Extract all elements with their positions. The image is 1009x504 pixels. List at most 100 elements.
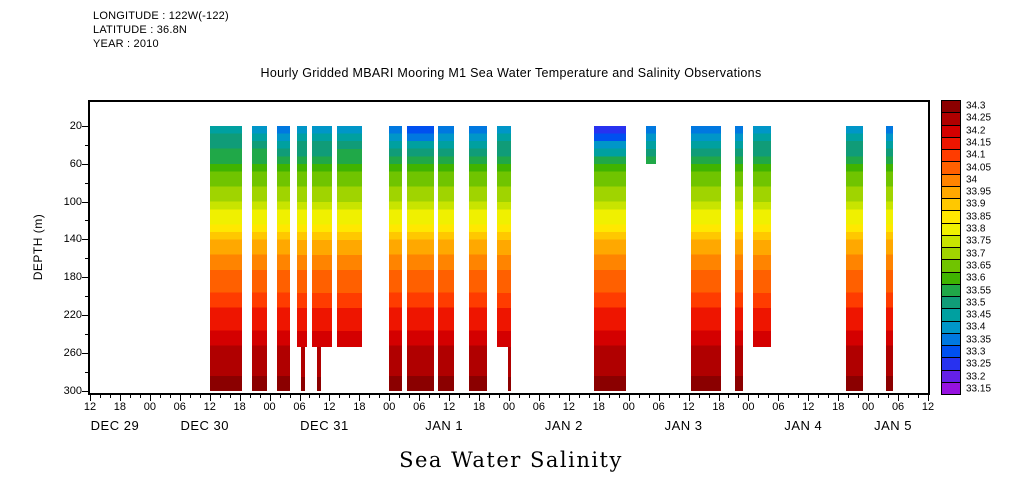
salinity-band — [496, 125, 512, 347]
x-minor-tick — [738, 395, 740, 398]
x-minor-tick — [409, 395, 411, 398]
salinity-band — [336, 125, 362, 347]
x-minor-tick — [648, 395, 650, 398]
metadata-block: LONGITUDE : 122W(-122) LATITUDE : 36.8N … — [93, 9, 229, 51]
x-minor-tick — [469, 395, 471, 398]
colorbar-tick-label: 34.1 — [966, 149, 986, 161]
x-tick-label: 18 — [592, 401, 605, 413]
salinity-band — [438, 125, 455, 392]
x-tick-label: 18 — [832, 401, 845, 413]
x-tick-label: 00 — [622, 401, 635, 413]
y-tick-label: 100 — [63, 195, 82, 208]
x-tick — [299, 395, 301, 401]
x-tick-label: 06 — [413, 401, 426, 413]
x-tick — [329, 395, 331, 401]
plot-area — [88, 100, 930, 395]
x-tick-label: 06 — [293, 401, 306, 413]
colorbar-segment — [942, 308, 960, 321]
colorbar-tick-label: 34 — [966, 174, 978, 186]
x-tick-label: 12 — [83, 401, 97, 413]
x-tick-label: 00 — [742, 401, 755, 413]
x-minor-tick — [259, 395, 261, 398]
x-minor-tick — [708, 395, 710, 398]
colorbar-tick-label: 33.8 — [966, 223, 986, 235]
x-tick — [119, 395, 121, 401]
x-tick-label: 12 — [443, 401, 456, 413]
salinity-band — [406, 125, 435, 392]
x-tick-label: 12 — [802, 401, 815, 413]
colorbar-tick-label: 33.25 — [966, 358, 992, 370]
x-minor-tick — [698, 395, 700, 398]
date-label: DEC 30 — [180, 418, 229, 433]
x-tick-label: 12 — [921, 401, 935, 413]
x-minor-tick — [339, 395, 341, 398]
x-axis-variable-label: Sea Water Salinity — [399, 448, 623, 472]
x-minor-tick — [668, 395, 670, 398]
colorbar-tick-label: 34.15 — [966, 137, 992, 149]
salinity-band — [646, 125, 657, 164]
x-minor-tick — [858, 395, 860, 398]
date-label: JAN 4 — [784, 418, 823, 433]
y-minor-tick — [85, 182, 88, 184]
colorbar-segment — [942, 381, 960, 394]
year-label: YEAR : 2010 — [93, 38, 159, 50]
x-minor-tick — [528, 395, 530, 398]
y-tick-label: 220 — [63, 309, 82, 322]
salinity-band — [252, 125, 268, 392]
x-minor-tick — [349, 395, 351, 398]
y-tick-label: 180 — [63, 271, 82, 284]
x-minor-tick — [199, 395, 201, 398]
y-tick-label: 60 — [69, 157, 82, 170]
colorbar-segment — [942, 259, 960, 272]
colorbar-segment — [942, 283, 960, 296]
y-minor-tick — [85, 258, 88, 260]
x-tick — [179, 395, 181, 401]
x-minor-tick — [309, 395, 311, 398]
x-tick — [209, 395, 211, 401]
x-minor-tick — [848, 395, 850, 398]
x-tick — [269, 395, 271, 401]
x-tick — [509, 395, 510, 401]
colorbar-segment — [942, 296, 960, 309]
x-tick-label: 18 — [712, 401, 725, 413]
x-minor-tick — [638, 395, 640, 398]
salinity-band — [277, 125, 290, 392]
colorbar-tick-label: 33.55 — [966, 285, 992, 297]
x-tick — [718, 395, 720, 401]
colorbar-segment — [942, 112, 960, 125]
x-tick — [149, 395, 151, 401]
x-tick — [688, 395, 690, 401]
colorbar-segment — [942, 332, 960, 345]
x-tick — [359, 395, 361, 401]
salinity-band — [311, 125, 332, 347]
chart-title: Hourly Gridded MBARI Mooring M1 Sea Wate… — [260, 66, 762, 80]
y-tick-label: 140 — [63, 233, 82, 246]
x-tick — [598, 395, 600, 401]
salinity-band — [297, 125, 307, 347]
x-minor-tick — [608, 395, 610, 398]
y-tick — [82, 353, 88, 355]
x-minor-tick — [918, 395, 920, 398]
colorbar-segment — [942, 357, 960, 370]
x-minor-tick — [878, 395, 880, 398]
salinity-band — [209, 125, 243, 392]
x-minor-tick — [728, 395, 730, 398]
x-tick-label: 18 — [233, 401, 246, 413]
colorbar-segment — [942, 198, 960, 211]
salinity-band — [845, 125, 864, 392]
x-minor-tick — [788, 395, 790, 398]
colorbar-tick-label: 33.95 — [966, 186, 992, 198]
x-minor-tick — [429, 395, 431, 398]
x-tick — [90, 395, 91, 401]
x-minor-tick — [798, 395, 800, 398]
salinity-band — [753, 125, 771, 347]
salinity-band — [691, 125, 721, 392]
y-tick — [82, 315, 88, 317]
y-tick — [82, 391, 88, 393]
x-tick — [239, 395, 241, 401]
x-minor-tick — [768, 395, 770, 398]
x-tick — [568, 395, 570, 401]
x-minor-tick — [379, 395, 381, 398]
x-tick-label: 12 — [562, 401, 575, 413]
x-minor-tick — [279, 395, 281, 398]
